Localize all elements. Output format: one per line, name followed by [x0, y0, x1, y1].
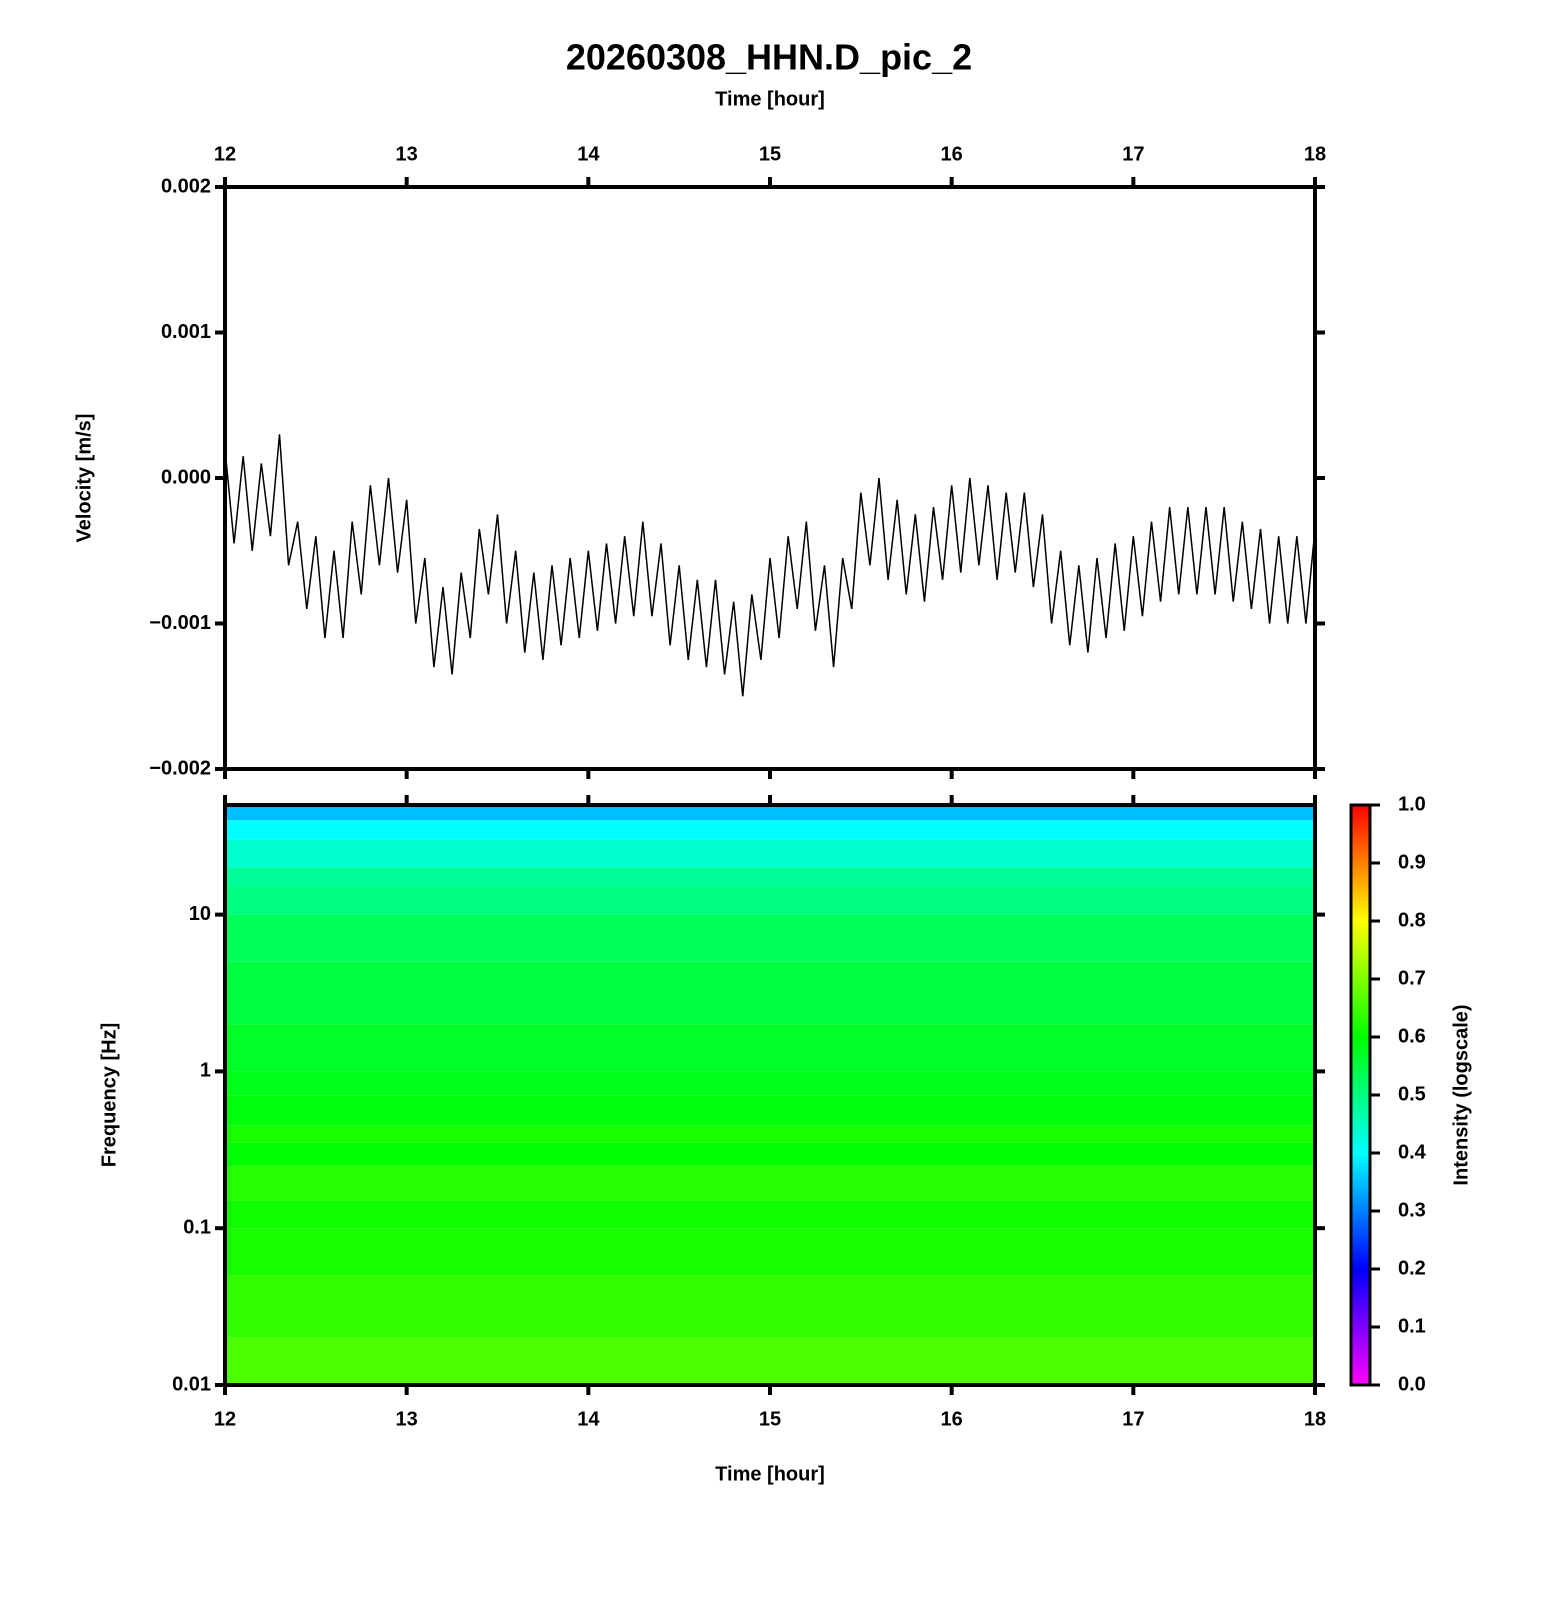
spectrogram-band [225, 820, 1315, 840]
x-tick-label: 16 [941, 1408, 963, 1430]
colorbar-label: Intensity (logscale) [1450, 1004, 1472, 1185]
colorbar-tick-label: 0.3 [1398, 1199, 1426, 1221]
y-tick-label: 0.002 [161, 175, 211, 197]
spectrogram-band [225, 805, 1315, 821]
colorbar-tick-label: 0.6 [1398, 1025, 1426, 1047]
colorbar-tick-label: 1.0 [1398, 793, 1426, 815]
colorbar-tick-label: 0.8 [1398, 909, 1426, 931]
y-tick-label: −0.002 [149, 757, 211, 779]
y-tick-label: 0.001 [161, 321, 211, 343]
spectrogram-band [225, 1024, 1315, 1072]
spectrogram-band [225, 1228, 1315, 1276]
y-tick-label: 0.1 [183, 1216, 211, 1238]
colorbar [1349, 803, 1372, 1387]
y-tick-label: 10 [189, 903, 211, 925]
x-tick-label: 16 [941, 143, 963, 165]
colorbar-tick-label: 0.0 [1398, 1373, 1426, 1395]
x-tick-label: 17 [1122, 1408, 1144, 1430]
waveform [224, 434, 1316, 697]
spectrogram-band [225, 886, 1315, 915]
spectrogram-band [225, 1095, 1315, 1126]
spectrogram-band [225, 1142, 1315, 1166]
x-axis-label: Time [hour] [715, 1463, 825, 1485]
y-tick-label: −0.001 [149, 612, 211, 634]
x-tick-label: 17 [1122, 143, 1144, 165]
y-axis-label: Velocity [m/s] [73, 414, 95, 543]
x-tick-label: 14 [577, 143, 600, 165]
y-tick-label: 0.01 [172, 1373, 211, 1395]
x-tick-label: 18 [1304, 1408, 1326, 1430]
spectrogram-band [225, 1275, 1315, 1338]
x-tick-label: 18 [1304, 143, 1326, 165]
x-tick-label: 12 [214, 143, 236, 165]
spectrogram-band [225, 1200, 1315, 1229]
spectrogram-band [225, 839, 1315, 868]
spectrogram-band [225, 1125, 1315, 1143]
spectrogram-band [225, 961, 1315, 1025]
spectrogram-band [225, 1071, 1315, 1096]
chart-title: 20260308_HHN.D_pic_2 [566, 37, 972, 78]
x-axis-label: Time [hour] [715, 88, 825, 110]
x-tick-label: 13 [396, 143, 418, 165]
colorbar-tick-label: 0.4 [1398, 1141, 1427, 1163]
x-tick-label: 15 [759, 1408, 781, 1430]
colorbar-tick-label: 0.7 [1398, 967, 1426, 989]
x-tick-label: 13 [396, 1408, 418, 1430]
spectrogram-band [225, 1337, 1315, 1385]
colorbar-tick-label: 0.1 [1398, 1315, 1426, 1337]
colorbar-tick-label: 0.9 [1398, 851, 1426, 873]
spectrogram-band [225, 867, 1315, 887]
x-tick-label: 12 [214, 1408, 236, 1430]
y-axis-label: Frequency [Hz] [98, 1023, 120, 1167]
y-tick-label: 1 [200, 1060, 211, 1082]
colorbar-tick-label: 0.2 [1398, 1257, 1426, 1279]
spectrogram-band [225, 1165, 1315, 1201]
spectrogram-band [225, 914, 1315, 962]
y-tick-label: 0.000 [161, 466, 211, 488]
x-tick-label: 14 [577, 1408, 600, 1430]
colorbar-tick-label: 0.5 [1398, 1083, 1426, 1105]
x-tick-label: 15 [759, 143, 781, 165]
